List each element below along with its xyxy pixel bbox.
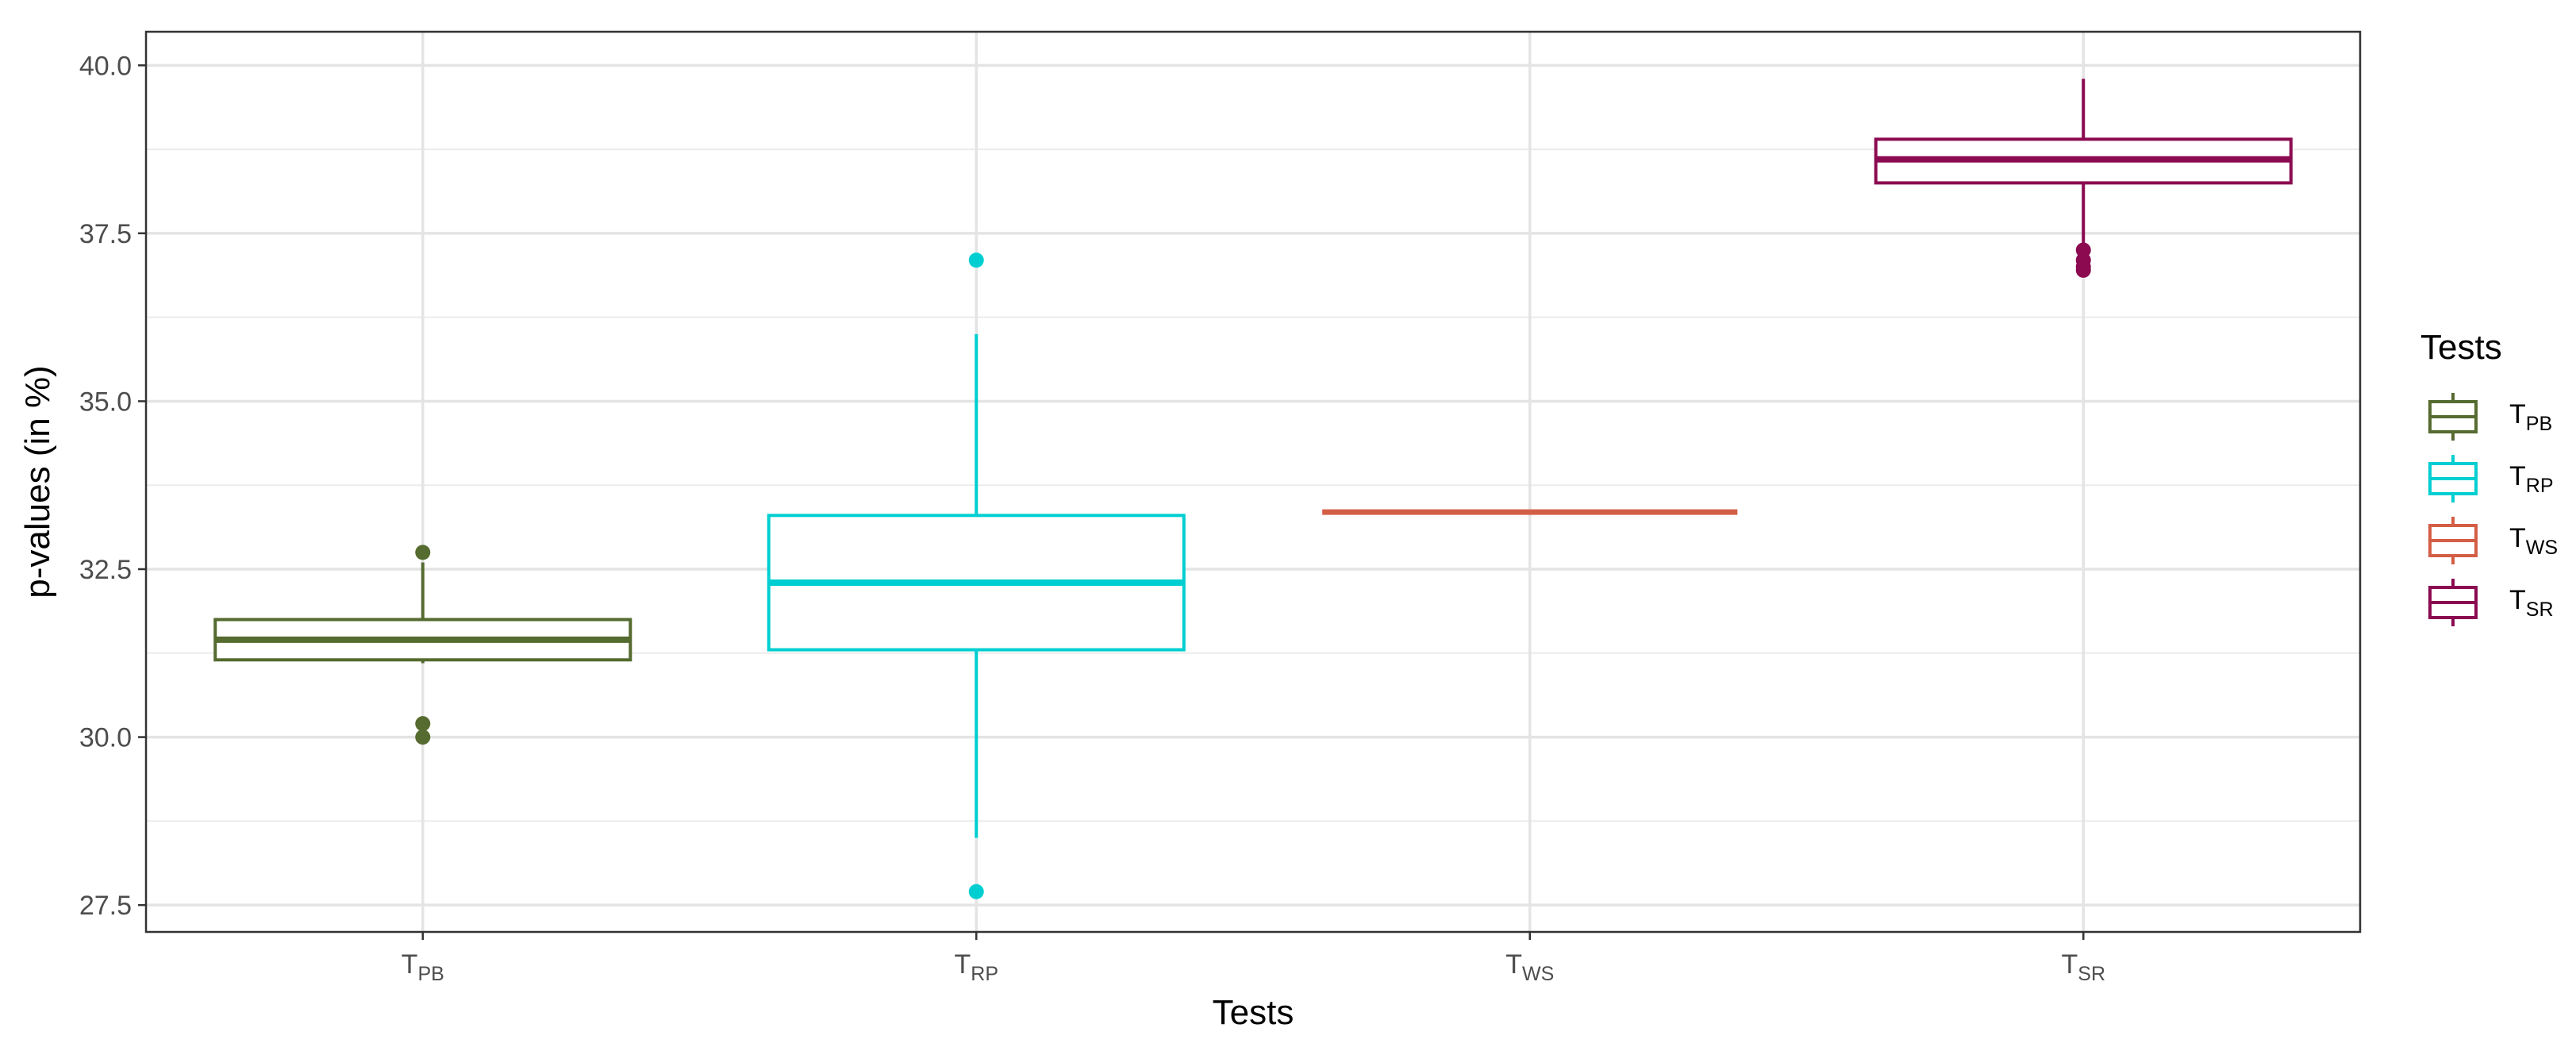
y-tick-label: 35.0 xyxy=(79,387,132,417)
x-tick-label: TRP xyxy=(954,949,998,985)
box-rp xyxy=(767,252,1186,899)
box-outlier xyxy=(415,716,431,732)
box-outlier xyxy=(968,252,984,268)
x-axis: TPB TRP TWS TSR xyxy=(402,932,2105,985)
legend-label: TPB xyxy=(2509,399,2552,435)
legend-item-pb: TPB xyxy=(2428,393,2552,441)
y-tick-label: 40.0 xyxy=(79,51,132,81)
legend-item-sr: TSR xyxy=(2428,579,2554,626)
legend-label: TSR xyxy=(2509,585,2554,621)
x-tick-label: TWS xyxy=(1505,949,1554,985)
box-outlier xyxy=(2075,262,2091,278)
box-pb xyxy=(213,545,632,745)
box-outlier xyxy=(415,730,431,745)
legend-label: TRP xyxy=(2509,461,2554,497)
x-tick-label: TPB xyxy=(402,949,444,985)
box-sr xyxy=(1874,79,2293,278)
box-outlier xyxy=(968,884,984,899)
y-tick-label: 32.5 xyxy=(79,555,132,585)
legend: Tests TPB TRP TWS TSR xyxy=(2420,328,2558,626)
y-axis-title: p-values (in %) xyxy=(18,365,57,598)
plot-border xyxy=(144,30,2362,934)
y-tick-label: 30.0 xyxy=(79,723,132,753)
legend-item-ws: TWS xyxy=(2428,517,2558,564)
x-tick-label: TSR xyxy=(2061,949,2105,985)
box-layer xyxy=(213,79,2293,899)
y-tick-label: 37.5 xyxy=(79,219,132,249)
legend-title: Tests xyxy=(2420,328,2502,367)
box-outlier xyxy=(415,545,431,560)
legend-item-rp: TRP xyxy=(2428,455,2554,502)
y-axis: 27.5 30.0 32.5 35.0 37.5 40.0 xyxy=(79,51,146,921)
grid-lines xyxy=(146,32,2360,932)
legend-label: TWS xyxy=(2509,523,2558,559)
y-tick-label: 27.5 xyxy=(79,891,132,921)
x-axis-title: Tests xyxy=(1213,993,1294,1032)
